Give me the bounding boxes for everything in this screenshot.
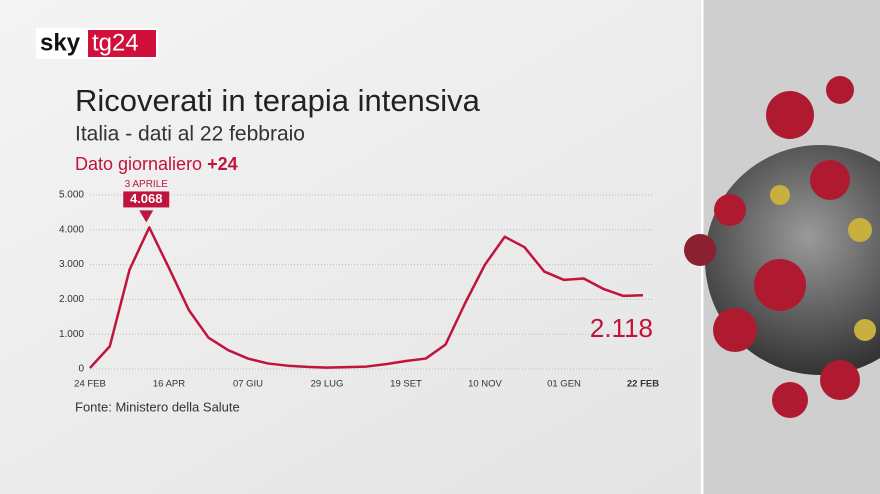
annotation-arrow [139, 210, 154, 223]
virus-decoration [684, 0, 880, 494]
source: Fonte: Ministero della Salute [75, 399, 240, 414]
x-tick-label: 07 GIU [233, 379, 263, 390]
annotation-label: 3 APRILE [125, 179, 169, 190]
y-tick-label: 5.000 [59, 190, 84, 201]
logo: sky tg24 [36, 28, 158, 59]
daily-text: Dato giornaliero [75, 154, 202, 174]
x-tick-label: 10 NOV [468, 379, 502, 390]
x-tick-label: 29 LUG [311, 379, 344, 390]
annotation-box [123, 191, 170, 208]
x-tick-label: 16 APR [153, 379, 185, 390]
daily-label: Dato giornaliero +24 [75, 154, 238, 174]
plot: 0 1.000 2.000 3.000 4.000 5.000 24 FEB 16 APR 07… [59, 179, 659, 389]
y-tick-label: 0 [78, 364, 84, 375]
x-tick-label: 22 FEB [627, 379, 659, 390]
daily-value: +24 [207, 154, 238, 174]
value-label: 4.068 [130, 191, 163, 206]
logo-right: tg24 [92, 29, 139, 56]
x-tick-label: 24 FEB [74, 379, 106, 390]
value-label: 2.118 [590, 313, 653, 343]
x-tick-label: 19 SET [390, 379, 422, 390]
y-tick-label: 2.000 [59, 294, 84, 305]
chart-title: Ricoverati in terapia intensiva [75, 83, 481, 118]
logo-left: sky [40, 29, 81, 56]
y-tick-label: 4.000 [59, 224, 84, 235]
chart-subtitle: Italia - dati al 22 febbraio [75, 123, 305, 146]
x-tick-label: 01 GEN [547, 379, 581, 390]
y-tick-label: 3.000 [59, 259, 84, 270]
line [89, 226, 644, 369]
y-tick-label: 1.000 [59, 329, 84, 340]
